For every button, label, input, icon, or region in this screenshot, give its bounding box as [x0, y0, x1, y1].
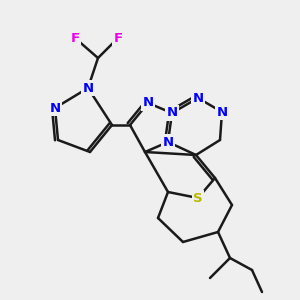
- Text: F: F: [113, 32, 123, 44]
- Text: N: N: [167, 106, 178, 119]
- Text: N: N: [216, 106, 228, 118]
- Text: N: N: [192, 92, 204, 104]
- Text: N: N: [82, 82, 94, 94]
- Text: F: F: [70, 32, 80, 44]
- Text: N: N: [142, 97, 154, 110]
- Text: F: F: [70, 32, 80, 44]
- Text: F: F: [113, 32, 123, 44]
- Text: S: S: [193, 191, 203, 205]
- Text: N: N: [162, 136, 174, 148]
- Text: N: N: [50, 101, 61, 115]
